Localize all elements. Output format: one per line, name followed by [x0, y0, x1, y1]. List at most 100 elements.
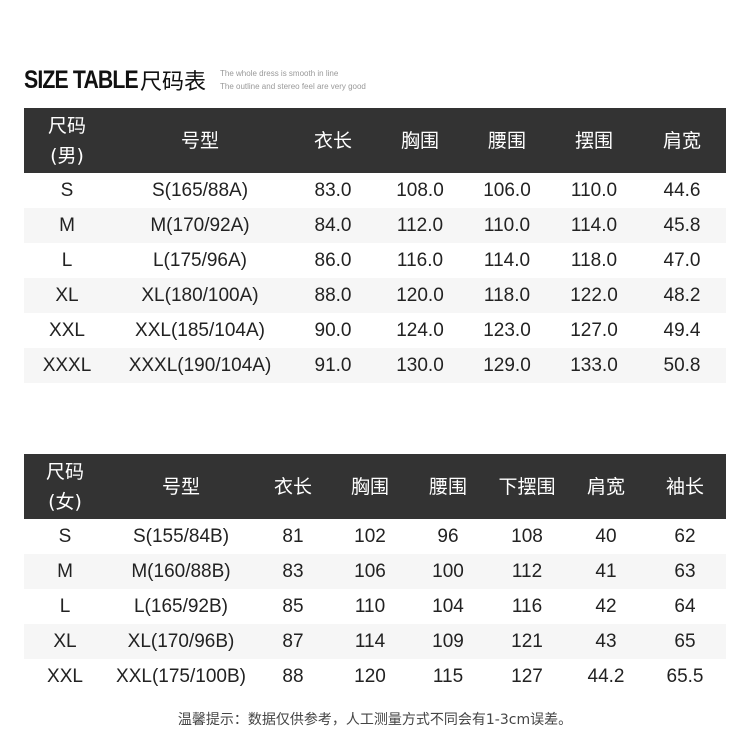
- table-header: 尺码 (男) 号型 衣长 胸围 腰围 摆围 肩宽: [24, 108, 726, 173]
- table-cell: 43: [568, 624, 644, 659]
- column-header: 腰围: [410, 454, 486, 519]
- table-cell: 124.0: [396, 319, 444, 341]
- table-cell: XXL(175/100B): [116, 665, 246, 687]
- title-cn: 尺码表: [139, 70, 206, 95]
- table-cell: 44.2: [587, 665, 625, 687]
- column-header: 腰围: [464, 108, 550, 173]
- table-cell: 112.0: [376, 208, 464, 243]
- page-title: SIZE TABLE 尺码表 The whole dress is smooth…: [24, 64, 366, 96]
- table-cell: 121: [486, 624, 568, 659]
- table-row: XXL XXL(185/104A) 90.0 124.0 123.0 127.0 49.4: [24, 313, 726, 348]
- table-cell: 48.2: [638, 278, 726, 313]
- table-cell: S(165/88A): [151, 179, 249, 201]
- table-cell: XL: [24, 278, 110, 313]
- table-cell: 63: [644, 554, 726, 589]
- table-cell: 120: [354, 665, 386, 687]
- subtitle-line-1: The whole dress is smooth in line: [220, 69, 339, 78]
- column-header: 衣长: [290, 108, 376, 173]
- table-cell: 83: [256, 554, 330, 589]
- table-cell: 88.0: [290, 278, 376, 313]
- men-size-table: 尺码 (男) 号型 衣长 胸围 腰围 摆围 肩宽 S S(165/88A) 83.0 108.0 1…: [24, 108, 726, 383]
- table-cell: 100: [410, 554, 486, 589]
- table-cell: 47.0: [663, 249, 701, 271]
- table-row: XXL XXL(175/100B) 88 120 115 127 44.2 65.5: [24, 659, 726, 694]
- table-cell: 86.0: [314, 249, 352, 271]
- table-cell: XXL(185/104A): [135, 319, 265, 341]
- table-cell: XXXL: [24, 348, 110, 383]
- table-cell: 81: [282, 525, 304, 547]
- table-cell: 133.0: [550, 348, 638, 383]
- table-cell: 130.0: [376, 348, 464, 383]
- table-cell: S: [60, 179, 74, 201]
- column-header: 尺码 (女): [24, 454, 106, 519]
- table-cell: 127.0: [570, 319, 618, 341]
- table-cell: 88: [282, 665, 304, 687]
- column-header: 号型: [106, 454, 256, 519]
- table-cell: 114: [330, 624, 410, 659]
- table-cell: 110.0: [464, 208, 550, 243]
- table-cell: 114.0: [483, 249, 531, 271]
- table-row: S S(165/88A) 83.0 108.0 106.0 110.0 44.6: [24, 173, 726, 208]
- table-cell: 40: [595, 525, 617, 547]
- table-cell: 127: [511, 665, 543, 687]
- table-cell: 122.0: [550, 278, 638, 313]
- table-cell: 106.0: [483, 179, 531, 201]
- table-cell: 109: [410, 624, 486, 659]
- table-cell: S(155/84B): [132, 525, 230, 547]
- table-cell: 50.8: [638, 348, 726, 383]
- table-row: L L(165/92B) 85 110 104 116 42 64: [24, 589, 726, 624]
- table-cell: XXXL(190/104A): [110, 348, 290, 383]
- table-row: XL XL(170/96B) 87 114 109 121 43 65: [24, 624, 726, 659]
- table-cell: 44.6: [663, 179, 701, 201]
- footnote: 温馨提示：数据仅供参考，人工测量方式不同会有1-3cm误差。: [177, 712, 573, 728]
- table-cell: 42: [595, 595, 617, 617]
- table-row: XL XL(180/100A) 88.0 120.0 118.0 122.0 48.2: [24, 278, 726, 313]
- table-cell: M: [24, 208, 110, 243]
- table-cell: XXL: [49, 319, 85, 341]
- table-cell: 106: [330, 554, 410, 589]
- column-header: 肩宽: [568, 454, 644, 519]
- subtitle-line-2: The outline and stereo feel are very goo…: [220, 82, 366, 91]
- column-header: 胸围: [330, 454, 410, 519]
- women-size-table: 尺码 (女) 号型 衣长 胸围 腰围 下摆围 肩宽 袖长 S S(155/84B) 81 102 96…: [24, 454, 726, 694]
- table-cell: 123.0: [483, 319, 531, 341]
- table-row: M M(160/88B) 83 106 100 112 41 63: [24, 554, 726, 589]
- table-cell: 110.0: [570, 179, 618, 201]
- table-cell: 90.0: [314, 319, 352, 341]
- table-cell: 112: [486, 554, 568, 589]
- column-header: 摆围: [550, 108, 638, 173]
- column-header: 袖长: [644, 454, 726, 519]
- subtitle: The whole dress is smooth in line The ou…: [220, 67, 366, 93]
- column-header: 胸围: [376, 108, 464, 173]
- table-cell: 108.0: [396, 179, 444, 201]
- table-cell: L: [59, 595, 71, 617]
- table-cell: L(175/96A): [152, 249, 247, 271]
- table-cell: 84.0: [290, 208, 376, 243]
- table-cell: XL(180/100A): [110, 278, 290, 313]
- column-header: 下摆围: [486, 454, 568, 519]
- table-cell: M(160/88B): [106, 554, 256, 589]
- table-cell: L: [61, 249, 73, 271]
- table-cell: 64: [674, 595, 696, 617]
- table-cell: 129.0: [464, 348, 550, 383]
- table-cell: 87: [256, 624, 330, 659]
- table-cell: 118.0: [464, 278, 550, 313]
- column-header: 号型: [110, 108, 290, 173]
- table-cell: 120.0: [376, 278, 464, 313]
- table-cell: 83.0: [314, 179, 352, 201]
- table-cell: 115: [432, 665, 464, 687]
- table-cell: 62: [674, 525, 696, 547]
- table-cell: S: [58, 525, 72, 547]
- table-cell: XL(170/96B): [106, 624, 256, 659]
- table-cell: 96: [437, 525, 459, 547]
- table-cell: 41: [568, 554, 644, 589]
- table-cell: 85: [282, 595, 304, 617]
- column-header: 衣长: [256, 454, 330, 519]
- table-cell: 116.0: [396, 249, 444, 271]
- table-row: L L(175/96A) 86.0 116.0 114.0 118.0 47.0: [24, 243, 726, 278]
- table-header: 尺码 (女) 号型 衣长 胸围 腰围 下摆围 肩宽 袖长: [24, 454, 726, 519]
- table-cell: 65.5: [666, 665, 704, 687]
- table-cell: M: [24, 554, 106, 589]
- table-cell: 49.4: [663, 319, 701, 341]
- table-cell: 114.0: [550, 208, 638, 243]
